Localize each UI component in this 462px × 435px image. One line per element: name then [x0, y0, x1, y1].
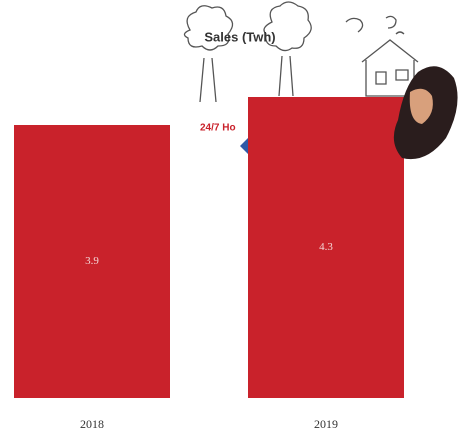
chart-title: Sales (Twh)	[204, 29, 275, 44]
x-tick-label: 2018	[80, 417, 104, 431]
bar	[14, 125, 170, 398]
decoration	[183, 1, 458, 160]
x-tick-label: 2019	[314, 417, 338, 431]
bar	[248, 97, 404, 398]
data-label: 4.3	[319, 241, 333, 253]
data-label: 3.9	[85, 255, 99, 267]
annotation: 24/7 Ho	[200, 123, 236, 134]
